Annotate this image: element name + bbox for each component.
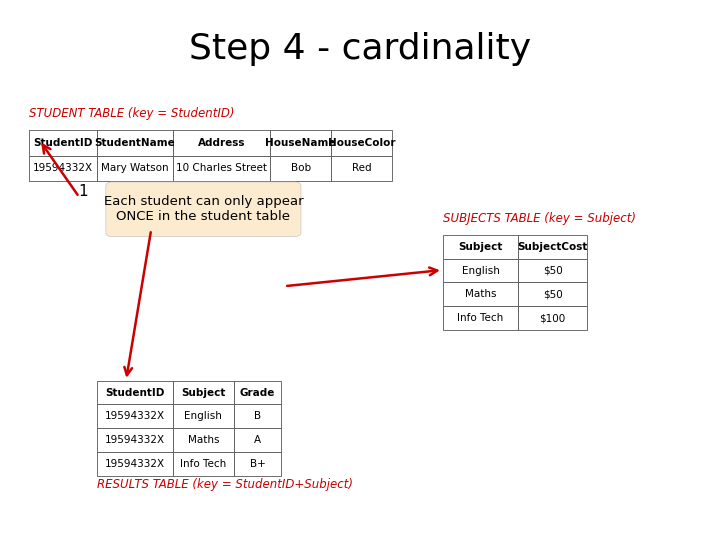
Text: STUDENT TABLE (key = StudentID): STUDENT TABLE (key = StudentID) — [29, 107, 234, 120]
Bar — [97, 130, 173, 156]
Bar — [173, 130, 270, 156]
Bar — [173, 404, 234, 428]
Text: Address: Address — [198, 138, 245, 147]
Bar — [331, 156, 392, 181]
Bar — [173, 428, 234, 452]
Text: Info Tech: Info Tech — [180, 459, 227, 469]
Text: $50: $50 — [543, 266, 562, 275]
Text: $100: $100 — [539, 313, 566, 323]
Bar — [29, 130, 97, 156]
Bar — [173, 381, 234, 404]
Text: StudentName: StudentName — [94, 138, 176, 147]
Bar — [173, 156, 270, 181]
Text: Red: Red — [352, 164, 372, 173]
Bar — [443, 282, 518, 306]
Bar — [173, 452, 234, 476]
Bar — [518, 259, 587, 282]
Bar — [29, 156, 97, 181]
FancyBboxPatch shape — [106, 182, 301, 237]
Text: RESULTS TABLE (key = StudentID+Subject): RESULTS TABLE (key = StudentID+Subject) — [97, 478, 354, 491]
Bar — [518, 306, 587, 330]
Text: Each student can only appear
ONCE in the student table: Each student can only appear ONCE in the… — [104, 195, 303, 223]
Bar — [97, 156, 173, 181]
Bar — [443, 259, 518, 282]
Text: Step 4 - cardinality: Step 4 - cardinality — [189, 32, 531, 65]
Text: 19594332X: 19594332X — [105, 411, 165, 421]
Text: 19594332X: 19594332X — [105, 459, 165, 469]
Text: SUBJECTS TABLE (key = Subject): SUBJECTS TABLE (key = Subject) — [443, 212, 636, 225]
Text: Info Tech: Info Tech — [457, 313, 504, 323]
Text: StudentID: StudentID — [33, 138, 93, 147]
Text: Subject: Subject — [459, 242, 503, 252]
Bar — [443, 306, 518, 330]
Text: A: A — [254, 435, 261, 445]
Bar — [234, 428, 281, 452]
Text: 1: 1 — [78, 184, 88, 199]
Bar — [518, 235, 587, 259]
Text: Mary Watson: Mary Watson — [102, 164, 168, 173]
Bar — [97, 452, 173, 476]
Text: B+: B+ — [250, 459, 265, 469]
Bar — [331, 130, 392, 156]
Bar — [443, 235, 518, 259]
Text: 19594332X: 19594332X — [105, 435, 165, 445]
Text: 19594332X: 19594332X — [33, 164, 93, 173]
Text: 10 Charles Street: 10 Charles Street — [176, 164, 267, 173]
Bar — [518, 282, 587, 306]
Text: Bob: Bob — [291, 164, 310, 173]
Bar — [234, 404, 281, 428]
Text: HouseName: HouseName — [266, 138, 336, 147]
Text: Subject: Subject — [181, 388, 225, 397]
Bar — [97, 428, 173, 452]
Text: HouseColor: HouseColor — [328, 138, 395, 147]
Bar — [234, 452, 281, 476]
Text: English: English — [462, 266, 500, 275]
Text: StudentID: StudentID — [105, 388, 165, 397]
Text: Maths: Maths — [188, 435, 219, 445]
Text: Maths: Maths — [465, 289, 496, 299]
Text: Grade: Grade — [240, 388, 275, 397]
Bar — [270, 130, 331, 156]
Bar — [97, 381, 173, 404]
Text: SubjectCost: SubjectCost — [518, 242, 588, 252]
Text: $50: $50 — [543, 289, 562, 299]
Text: B: B — [254, 411, 261, 421]
Text: English: English — [184, 411, 222, 421]
Bar — [270, 156, 331, 181]
Bar — [234, 381, 281, 404]
Bar — [97, 404, 173, 428]
